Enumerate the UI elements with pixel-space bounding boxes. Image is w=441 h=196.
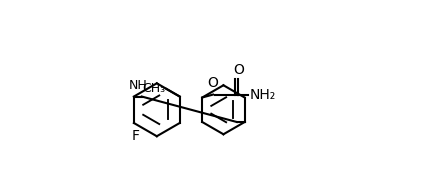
Text: F: F [132, 129, 140, 143]
Text: CH₃: CH₃ [142, 82, 165, 95]
Text: NH₂: NH₂ [249, 88, 276, 102]
Text: O: O [208, 76, 218, 90]
Text: O: O [233, 63, 244, 77]
Text: NH: NH [128, 79, 147, 92]
